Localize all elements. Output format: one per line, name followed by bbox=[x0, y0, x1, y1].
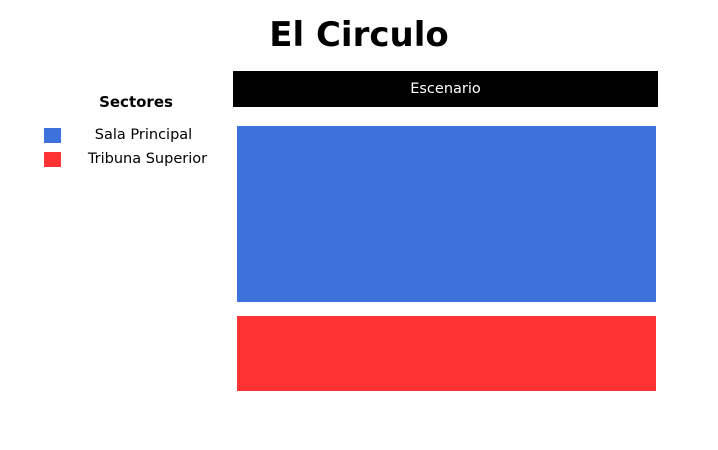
legend-item-tribuna-superior[interactable]: Tribuna Superior bbox=[44, 149, 234, 169]
legend-item-sala-principal[interactable]: Sala Principal bbox=[44, 125, 234, 145]
legend-swatch-tribuna-superior bbox=[44, 151, 61, 167]
sector-sala-principal[interactable] bbox=[237, 126, 656, 302]
legend-label-tribuna-superior: Tribuna Superior bbox=[87, 151, 208, 167]
legend-label-sala-principal: Sala Principal bbox=[94, 127, 193, 143]
sectors-legend: Sectores Sala Principal Tribuna Superior bbox=[36, 92, 236, 167]
sector-tribuna-superior[interactable] bbox=[237, 316, 656, 391]
venue-title: El Circulo bbox=[269, 15, 449, 55]
stage: Escenario bbox=[233, 71, 658, 107]
legend-swatch-sala-principal bbox=[44, 127, 61, 143]
legend-heading: Sectores bbox=[99, 93, 173, 111]
